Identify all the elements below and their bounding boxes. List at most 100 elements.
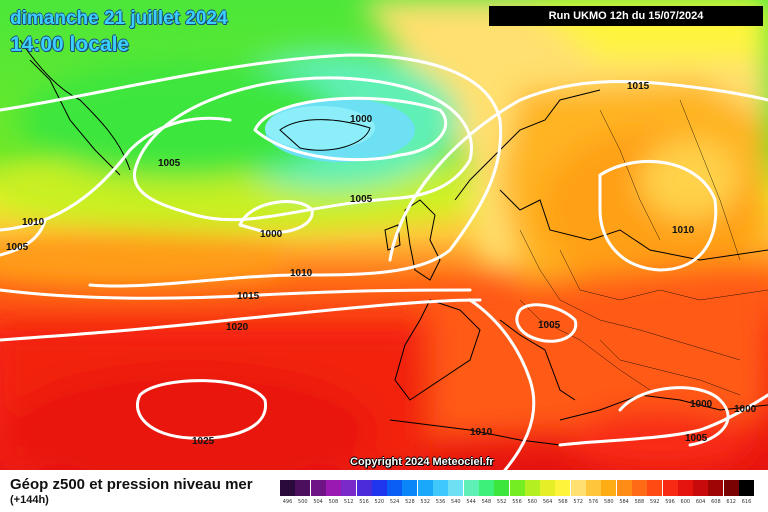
isobar-1010-ring — [0, 53, 503, 288]
scale-label: 568 — [558, 499, 568, 505]
forecast-time: 14:00 locale — [10, 33, 130, 56]
scale-swatch — [540, 480, 556, 496]
forecast-date: dimanche 21 juillet 2024 — [10, 8, 228, 29]
isobar-1005-mid — [515, 303, 578, 343]
isobar-label: 1015 — [627, 81, 650, 92]
map-canvas: 1000 1005 1005 1000 1010 1005 1010 1015 … — [0, 0, 768, 470]
isobar-1015-east — [388, 79, 768, 262]
scale-swatch — [448, 480, 464, 496]
isobar-label: 1000 — [734, 404, 757, 415]
scale-label: 540 — [451, 499, 461, 505]
legend-subtitle: (+144h) — [10, 494, 49, 506]
scale-label: 524 — [389, 499, 400, 505]
scale-swatch — [433, 480, 448, 496]
scale-swatch — [417, 480, 433, 496]
isobar-1015-west — [0, 288, 472, 300]
scale-label: 560 — [527, 499, 538, 505]
model-run-info: Run UKMO 12h du 15/07/2024 — [489, 6, 763, 26]
scale-label: 548 — [481, 499, 492, 505]
scale-swatch — [509, 480, 525, 496]
isobar-label: 1020 — [226, 322, 249, 333]
scale-swatch — [601, 480, 617, 496]
scale-swatch — [387, 480, 403, 496]
isobar-label: 1005 — [685, 433, 708, 444]
scale-swatch — [570, 480, 586, 496]
scale-label: 600 — [680, 499, 691, 505]
scale-swatch — [677, 480, 693, 496]
scale-label: 496 — [282, 499, 293, 505]
isobar-label: 1005 — [538, 320, 561, 331]
scale-swatch — [341, 480, 357, 496]
color-scale: 496 500 504 508 512 516 520 524 528 532 536 540 544 5… — [280, 480, 756, 506]
scale-label: 504 — [313, 499, 323, 505]
scale-label: 596 — [665, 499, 675, 505]
isobar-labels: 1000 1005 1005 1000 1010 1005 1010 1015 … — [6, 81, 757, 447]
scale-swatch — [494, 480, 510, 496]
scale-label: 508 — [328, 499, 339, 505]
isobar-label: 1005 — [158, 158, 181, 169]
scale-label: 500 — [298, 499, 308, 505]
legend-footer: Géop z500 et pression niveau mer (+144h)… — [0, 470, 768, 512]
scale-swatch — [693, 480, 709, 496]
isobar-1010-south — [468, 298, 536, 470]
isobar-1000-iceland — [253, 96, 448, 162]
scale-label: 604 — [695, 499, 706, 505]
copyright-notice: Copyright 2024 Meteociel.fr — [350, 456, 494, 468]
scale-swatch — [325, 480, 341, 496]
scale-label: 552 — [496, 499, 507, 505]
isobar-1020-west — [0, 298, 482, 342]
isobar-1000-small — [238, 200, 314, 235]
scale-label: 588 — [634, 499, 645, 505]
isobar-label: 1010 — [22, 217, 45, 228]
scale-swatch — [616, 480, 632, 496]
isobar-label: 1000 — [260, 229, 283, 240]
coastlines — [19, 39, 768, 446]
isobar-1000-east — [618, 386, 730, 447]
scale-label: 612 — [726, 499, 736, 505]
scale-label: 544 — [466, 499, 476, 505]
scale-swatch — [280, 480, 295, 496]
scale-swatch — [371, 480, 387, 496]
scale-label: 564 — [542, 499, 553, 505]
scale-swatch — [310, 480, 326, 496]
isobar-label: 1010 — [672, 225, 695, 236]
pressure-map: 1000 1005 1005 1000 1010 1005 1010 1015 … — [0, 0, 768, 470]
scale-swatch — [647, 480, 663, 496]
scale-swatch — [295, 480, 311, 496]
scale-label: 516 — [359, 499, 369, 505]
scale-label: 536 — [435, 499, 446, 505]
scale-label: 608 — [711, 499, 721, 505]
isobar-label: 1000 — [690, 399, 713, 410]
scale-label: 616 — [741, 499, 752, 505]
isobar-label: 1010 — [470, 427, 493, 438]
scale-swatch — [739, 480, 754, 496]
isobar-label: 1005 — [350, 194, 373, 205]
scale-label: 532 — [420, 499, 430, 505]
isobar-label: 1005 — [6, 242, 29, 253]
scale-swatch — [356, 480, 372, 496]
isobar-1010-far-west — [0, 218, 47, 257]
isobar-1005-south — [558, 393, 768, 447]
scale-swatch — [631, 480, 647, 496]
scale-swatch — [524, 480, 540, 496]
scale-label: 592 — [649, 499, 660, 505]
isobar-1010-east — [598, 159, 718, 272]
scale-label: 572 — [573, 499, 583, 505]
isobar-label: 1010 — [290, 268, 313, 279]
scale-label: 512 — [343, 499, 354, 505]
scale-label: 556 — [512, 499, 522, 505]
scale-swatch — [708, 480, 724, 496]
isobar-label: 1025 — [192, 436, 215, 447]
scale-label: 528 — [405, 499, 415, 505]
scale-swatch — [723, 480, 739, 496]
scale-swatch — [402, 480, 418, 496]
scale-swatch — [586, 480, 601, 496]
scale-swatch — [463, 480, 479, 496]
scale-label: 584 — [619, 499, 629, 505]
isobar-1025-high — [136, 379, 268, 440]
legend-title: Géop z500 et pression niveau mer — [10, 476, 253, 493]
scale-swatch — [555, 480, 571, 496]
isobar-lines — [0, 53, 768, 470]
isobar-label: 1015 — [237, 291, 260, 302]
